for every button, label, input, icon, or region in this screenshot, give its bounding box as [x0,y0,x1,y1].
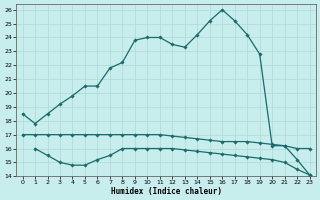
X-axis label: Humidex (Indice chaleur): Humidex (Indice chaleur) [111,187,221,196]
